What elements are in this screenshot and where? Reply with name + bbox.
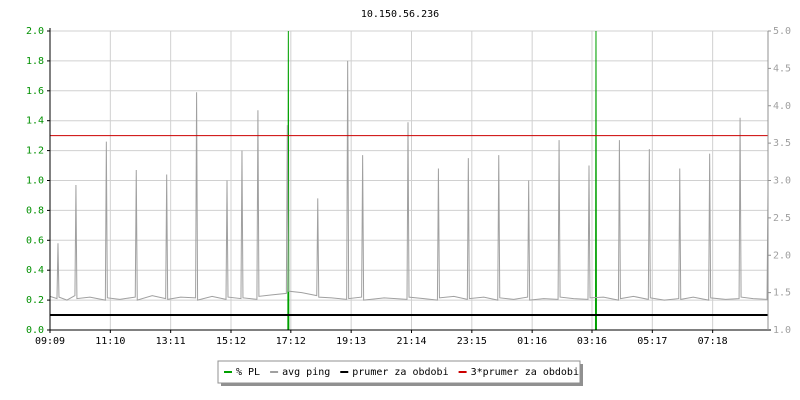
legend: % PL avg ping prumer za obdobi 3*prumer za … [224,367,579,378]
y-tick-label: 1.2 [26,146,44,157]
y2-tick-label: 2.5 [773,213,791,224]
series-line [49,60,769,301]
x-tick-label: 03:16 [577,336,607,347]
x-tick-label: 01:16 [517,336,547,347]
x-tick-label: 15:12 [216,336,246,347]
y-tick-label: 1.6 [26,86,44,97]
y2-tick-label: 1.0 [773,325,791,336]
x-tick-label: 09:09 [35,336,65,347]
y-tick-label: 2.0 [26,26,44,37]
x-tick-label: 11:10 [95,336,125,347]
legend-label: % PL [236,367,260,378]
y-tick-label: 1.4 [26,116,44,127]
y-tick-label: 0.4 [26,265,44,276]
y-tick-label: 1.8 [26,56,44,67]
y2-tick-label: 5.0 [773,26,791,37]
axes: 0.0 0.2 0.4 0.6 0.8 1.0 1.2 1.4 1.6 1.8 2.0 1.0 1.5 2… [26,26,791,347]
grid [49,30,768,331]
legend-box [217,360,581,384]
x-tick-label: 13:11 [156,336,186,347]
y2-tick-label: 4.0 [773,101,791,112]
y2-tick-label: 4.5 [773,63,791,74]
y2-tick-label: 3.0 [773,176,791,187]
y-tick-label: 1.0 [26,176,44,187]
y2-tick-label: 2.0 [773,250,791,261]
legend-label: prumer za obdobi [352,367,448,378]
y2-tick-label: 3.5 [773,138,791,149]
y-tick-label: 0.2 [26,295,44,306]
legend-label: 3*prumer za obdobi [471,367,579,378]
x-tick-label: 07:18 [698,336,728,347]
x-tick-label: 05:17 [637,336,667,347]
x-tick-label: 17:12 [276,336,306,347]
y2-tick-label: 1.5 [773,288,791,299]
legend-label: avg ping [282,367,330,378]
x-tick-label: 23:15 [457,336,487,347]
y-tick-label: 0.8 [26,205,44,216]
y-tick-label: 0.6 [26,235,44,246]
y-tick-label: 0.0 [26,325,44,336]
x-tick-label: 19:13 [336,336,366,347]
x-tick-label: 21:14 [396,336,426,347]
chart-title: 10.150.56.236 [361,9,439,20]
